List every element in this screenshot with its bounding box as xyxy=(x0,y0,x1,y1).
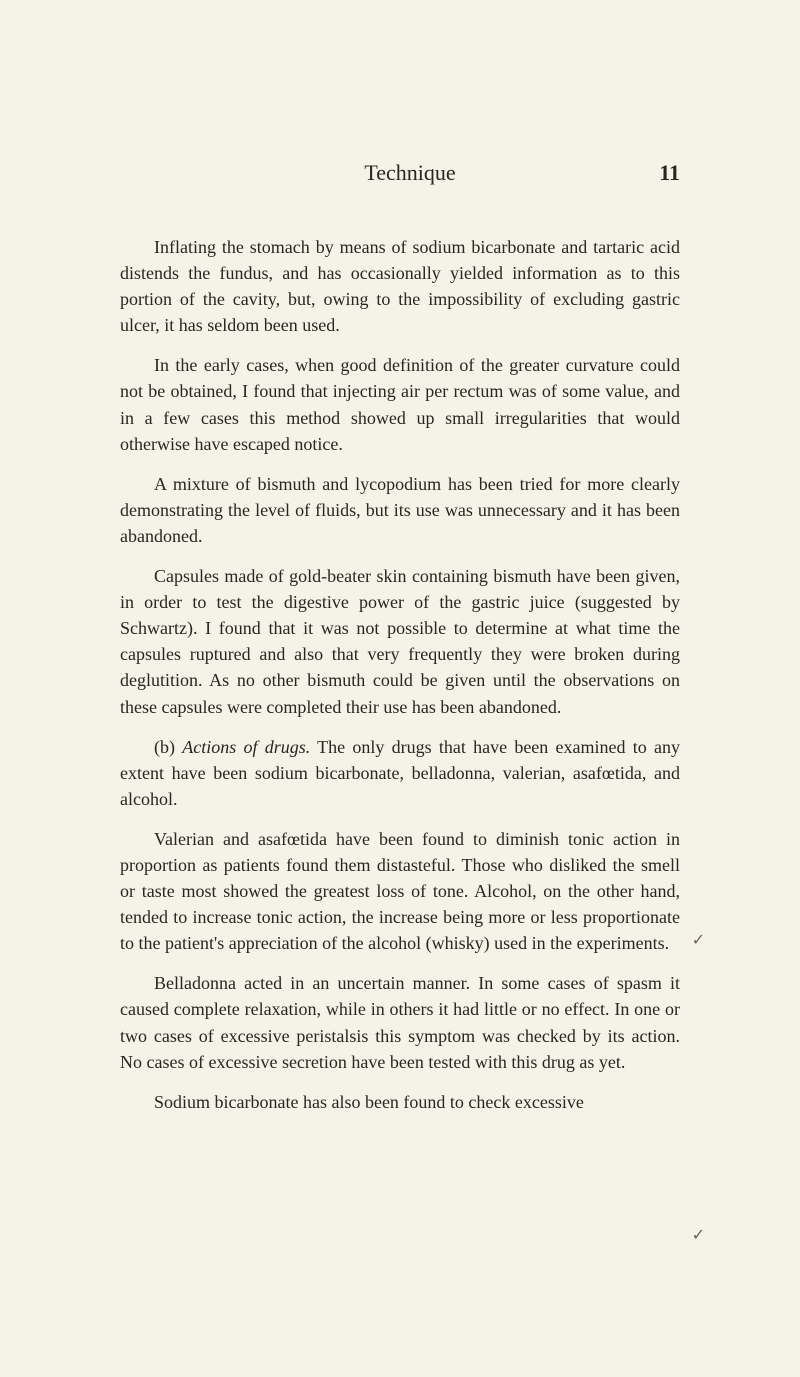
paragraph: Sodium bicarbonate has also been found t… xyxy=(120,1089,680,1115)
page-header: Technique 11 xyxy=(120,160,680,186)
page-number: 11 xyxy=(640,160,680,186)
paragraph: (b) Actions of drugs. The only drugs tha… xyxy=(120,734,680,812)
document-page: Technique 11 Inflating the stomach by me… xyxy=(0,0,800,1209)
section-label: Actions of drugs. xyxy=(182,737,310,757)
paragraph: A mixture of bismuth and lycopodium has … xyxy=(120,471,680,549)
margin-annotation: ✓ xyxy=(692,1225,705,1245)
paragraph: In the early cases, when good definition… xyxy=(120,352,680,456)
paragraph: Valerian and asafœtida have been found t… xyxy=(120,826,680,956)
paragraph: Inflating the stomach by means of sodium… xyxy=(120,234,680,338)
paragraph: Belladonna acted in an uncertain manner.… xyxy=(120,970,680,1074)
section-label-prefix: (b) xyxy=(154,737,182,757)
margin-annotation: ✓ xyxy=(692,930,705,950)
body-text: Inflating the stomach by means of sodium… xyxy=(120,234,680,1115)
paragraph: Capsules made of gold-beater skin contai… xyxy=(120,563,680,720)
header-title: Technique xyxy=(180,160,640,186)
